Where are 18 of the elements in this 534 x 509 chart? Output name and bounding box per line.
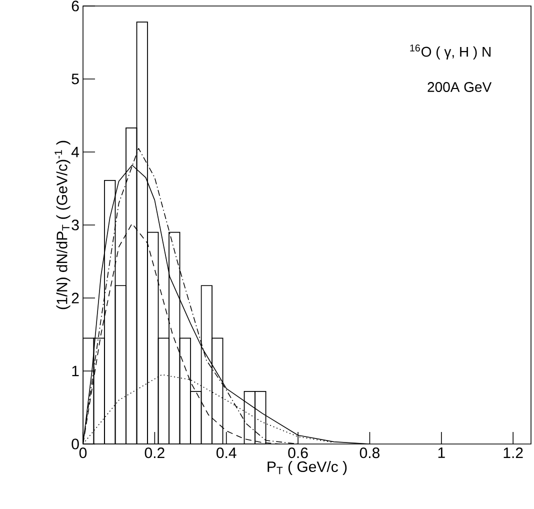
x-tick-label: 0.8 [360, 448, 380, 458]
y-tick-label: 5 [72, 74, 79, 84]
x-axis-title: P$_{T}$ ( GeV/c ) [268, 461, 347, 475]
annotation: $^{16}$O ( γ, H ) N [410, 44, 490, 60]
y-tick-label: 6 [72, 0, 79, 12]
x-tick-label: 0.6 [288, 448, 308, 458]
x-tick-label: 0.2 [144, 448, 164, 458]
x-tick-label: 1 [438, 448, 445, 458]
y-axis-title: (1/N) dN/dP$_{T}$ ( (GeV/c)$^{-1}$ ) [54, 140, 70, 310]
y-tick-label: 3 [72, 220, 79, 230]
annotation: 200A GeV [428, 82, 492, 92]
x-tick-label: 1.2 [504, 448, 523, 458]
x-tick-label: 0 [79, 448, 87, 458]
y-tick-label: 2 [72, 292, 79, 304]
x-tick-label: 0.4 [216, 448, 236, 458]
y-tick-label: 0 [72, 438, 79, 450]
y-tick-label: 4 [71, 146, 80, 158]
y-tick-label: 1 [72, 366, 79, 376]
